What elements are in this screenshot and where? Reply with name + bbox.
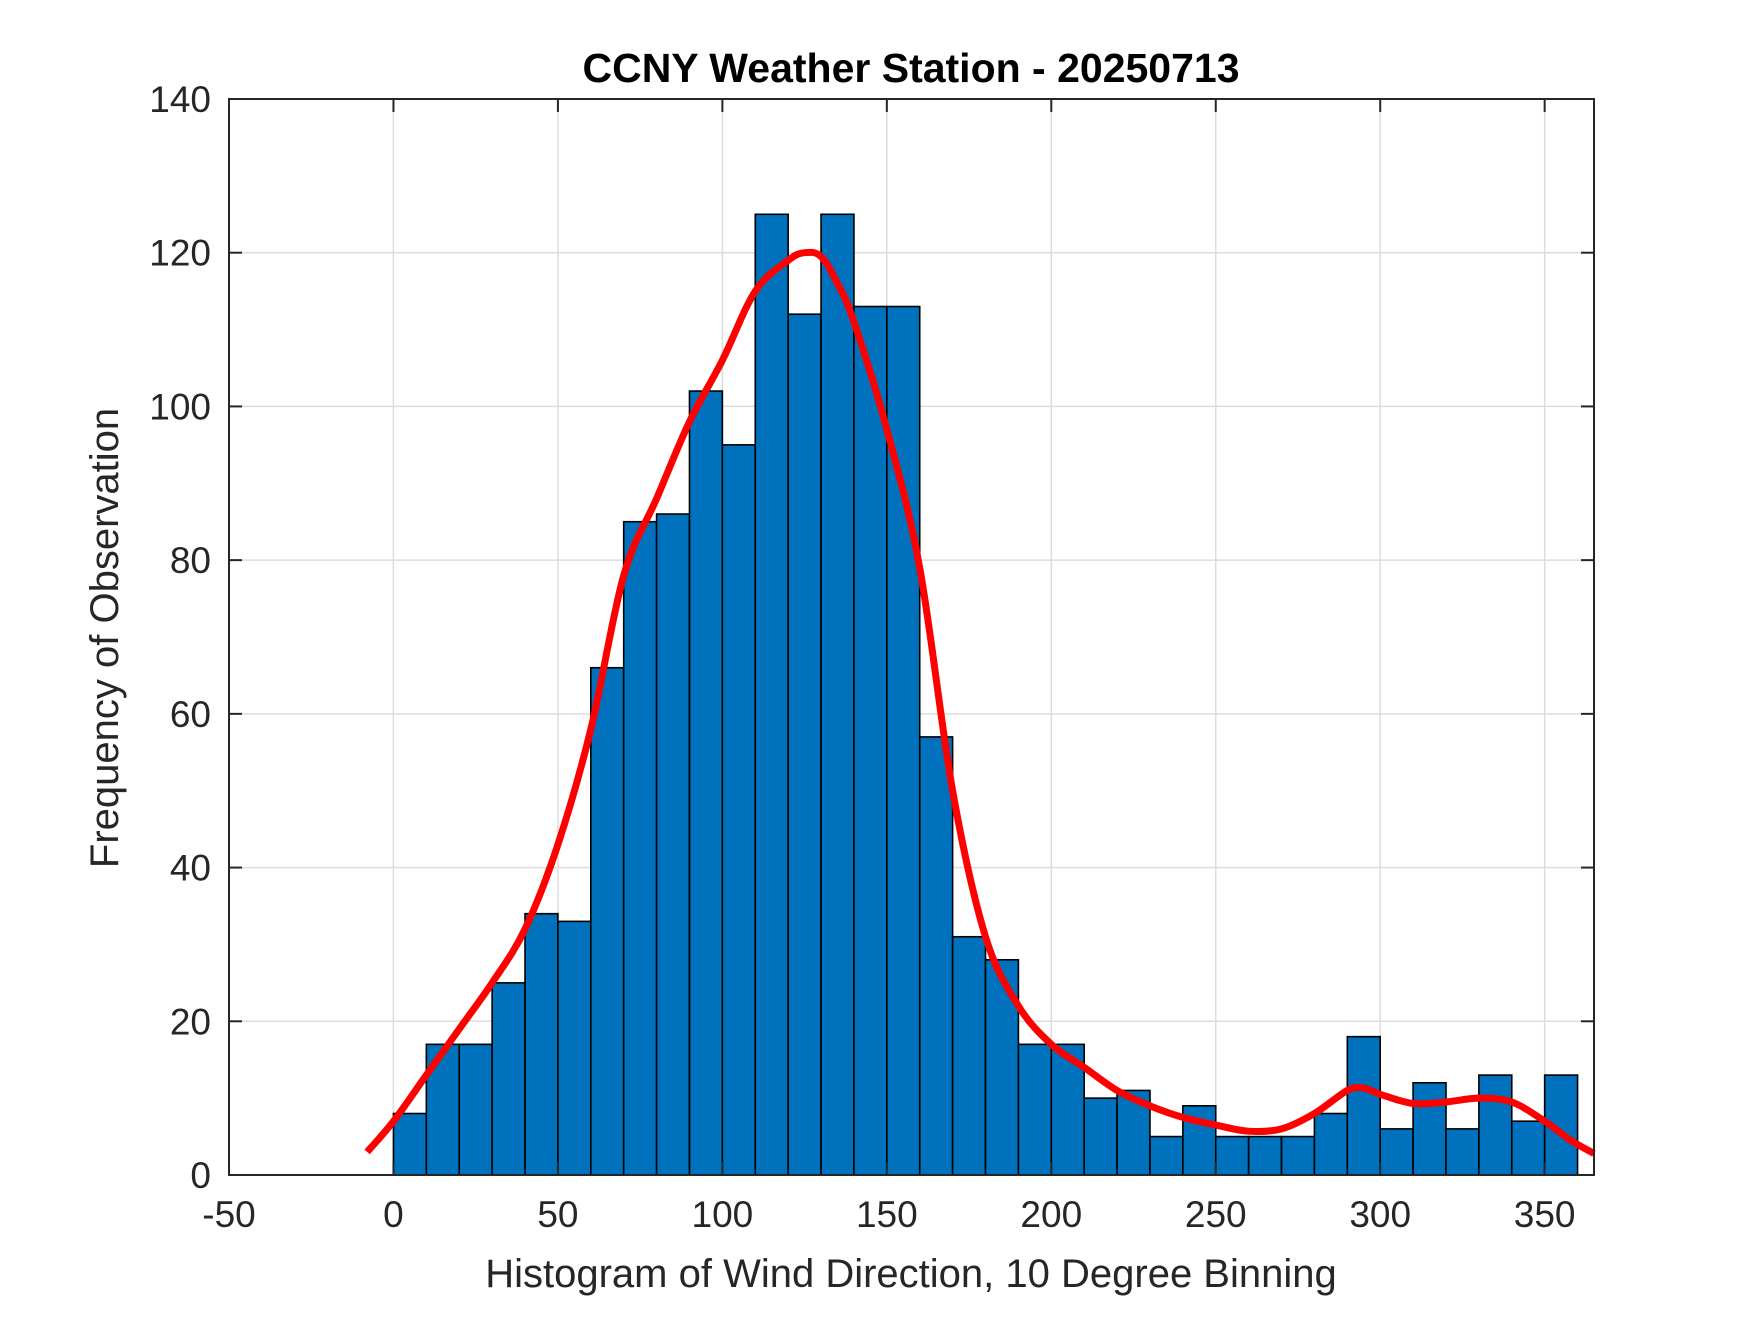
histogram-bar	[754, 213, 789, 1176]
y-tick-label: 140	[149, 79, 211, 120]
x-tick-label: 200	[1020, 1194, 1082, 1235]
histogram-bar	[524, 912, 559, 1176]
x-tick-label: -50	[202, 1194, 255, 1235]
histogram-bar	[1313, 1112, 1349, 1176]
histogram-bar	[688, 390, 724, 1176]
histogram-bar	[951, 935, 987, 1176]
y-axis-label: Frequency of Observation	[83, 408, 127, 868]
histogram-bar	[622, 520, 658, 1176]
histogram-bar	[1510, 1120, 1546, 1176]
histogram-bar	[1149, 1135, 1184, 1176]
histogram-bar	[787, 313, 822, 1176]
axes-box	[228, 98, 1595, 1176]
x-tick-label: 0	[383, 1194, 404, 1235]
histogram-bar	[392, 1112, 428, 1176]
y-tick-label: 40	[170, 848, 211, 889]
histogram-bar	[820, 213, 855, 1176]
histogram-bar	[721, 444, 757, 1176]
histogram-bar	[655, 513, 691, 1176]
histogram-bar	[918, 736, 954, 1176]
y-tick-label: 60	[170, 694, 211, 735]
plot-area: -50 0 50 100 150 200 250 300 3500204060801001201…	[149, 79, 1596, 1235]
x-tick-label: 150	[856, 1194, 918, 1235]
y-tick-label: 0	[190, 1155, 211, 1196]
histogram-bar	[590, 666, 625, 1176]
histogram-bar	[1445, 1128, 1480, 1176]
histogram-bar	[853, 305, 888, 1176]
x-axis-label: Histogram of Wind Direction, 10 Degree B…	[485, 1252, 1337, 1296]
x-tick-label: 250	[1185, 1194, 1247, 1235]
x-tick-label: 350	[1514, 1194, 1576, 1235]
y-tick-label: 80	[170, 540, 211, 581]
x-tick-label: 300	[1349, 1194, 1411, 1235]
y-tick-label: 120	[149, 233, 211, 274]
histogram-bar	[1017, 1043, 1053, 1176]
histogram-bar	[1280, 1135, 1316, 1176]
y-tick-label: 20	[170, 1001, 211, 1042]
chart-title: CCNY Weather Station - 20250713	[582, 45, 1239, 91]
histogram-bar	[1346, 1035, 1382, 1176]
histogram-bar	[1478, 1074, 1513, 1176]
histogram-bar	[557, 920, 592, 1176]
y-tick-label: 100	[149, 386, 211, 427]
x-tick-label: 100	[692, 1194, 754, 1235]
histogram-bar	[1083, 1097, 1118, 1176]
histogram-bar	[491, 982, 526, 1176]
fit-curve	[364, 248, 1596, 1157]
histogram-bar	[1379, 1128, 1414, 1176]
x-tick-label: 50	[537, 1194, 578, 1235]
histogram-bar	[1214, 1135, 1250, 1176]
histogram-bar	[458, 1043, 493, 1176]
histogram-bar	[1412, 1081, 1447, 1176]
histogram-bar	[1247, 1135, 1283, 1176]
